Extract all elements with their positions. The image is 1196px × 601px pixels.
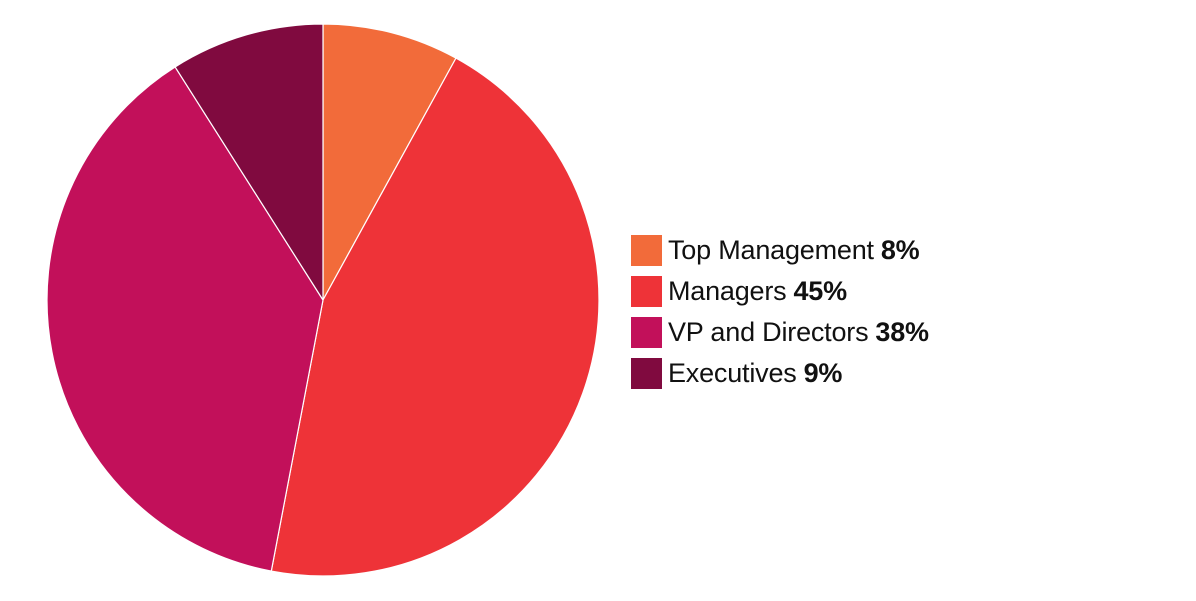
legend-item-managers: Managers 45%	[631, 271, 929, 312]
legend-label: Executives	[668, 358, 797, 388]
legend-item-top-management: Top Management 8%	[631, 230, 929, 271]
pie-slice-top-management	[322, 23, 457, 301]
legend-label: Managers	[668, 276, 787, 306]
legend-swatch	[631, 317, 662, 348]
legend-swatch	[631, 358, 662, 389]
legend-value: 38%	[875, 317, 929, 347]
legend-item-vp-and-directors: VP and Directors 38%	[631, 312, 929, 353]
legend-swatch	[631, 276, 662, 307]
legend-label: Top Management	[668, 235, 874, 265]
pie-slice-vp-and-directors	[46, 66, 324, 572]
legend-swatch	[631, 235, 662, 266]
legend-item-executives: Executives 9%	[631, 353, 929, 394]
pie-slice-executives	[174, 23, 324, 301]
legend-label: VP and Directors	[668, 317, 869, 347]
legend: Top Management 8% Managers 45% VP and Dire…	[631, 230, 929, 394]
pie-slice-managers	[270, 57, 600, 577]
legend-value: 8%	[880, 235, 920, 265]
legend-value: 45%	[793, 276, 847, 306]
legend-value: 9%	[803, 358, 843, 388]
